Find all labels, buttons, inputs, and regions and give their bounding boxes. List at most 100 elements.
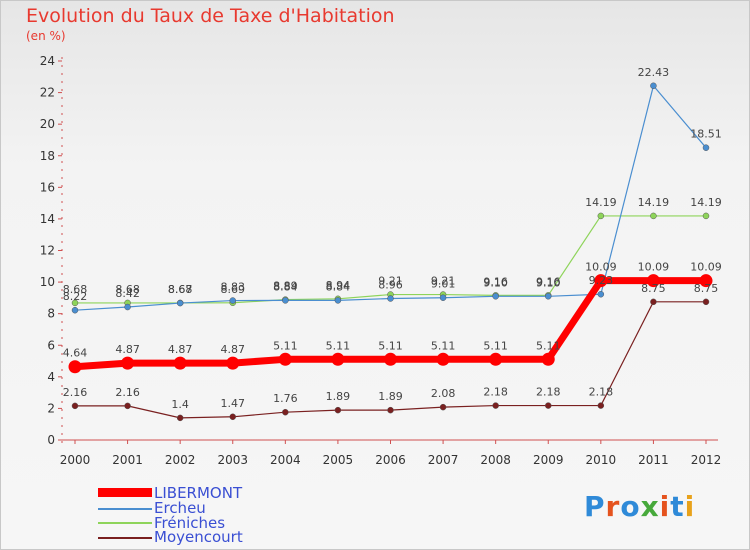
series-point-0: [226, 356, 240, 370]
data-label-3: 1.89: [326, 390, 351, 403]
data-label-2: 8.68: [63, 283, 88, 296]
y-tick-label: 14: [40, 212, 55, 226]
x-tick-label: 2003: [217, 453, 248, 467]
proxiti-logo: Proxiti: [584, 490, 695, 523]
series-point-0: [541, 352, 555, 366]
series-point-3: [229, 413, 236, 421]
data-label-2: 8.89: [273, 280, 298, 293]
data-label-1: 8.22: [63, 290, 88, 303]
data-label-0: 4.64: [63, 347, 88, 360]
data-label-3: 1.4: [171, 398, 189, 411]
x-tick-label: 2009: [533, 453, 564, 467]
data-label-0: 10.09: [638, 261, 670, 274]
series-point-2: [650, 212, 657, 220]
series-point-0: [699, 274, 713, 288]
data-label-2: 14.19: [638, 196, 670, 209]
data-label-2: 9.16: [536, 275, 561, 288]
data-label-3: 2.18: [483, 386, 508, 399]
x-tick-label: 2005: [323, 453, 354, 467]
data-label-3: 8.75: [694, 282, 719, 295]
series-point-0: [278, 352, 292, 366]
x-tick-label: 2001: [112, 453, 143, 467]
x-tick-label: 2008: [480, 453, 511, 467]
y-tick-label: 22: [40, 86, 55, 100]
x-tick-label: 2007: [428, 453, 459, 467]
data-label-1: 8.42: [115, 287, 140, 300]
series-point-0: [436, 352, 450, 366]
series-point-3: [282, 408, 289, 416]
data-label-1: 8.84: [273, 280, 298, 293]
series-point-1: [229, 297, 236, 304]
legend-label-libermont: LIBERMONT: [154, 484, 243, 502]
chart-title: Evolution du Taux de Taxe d'Habitation: [26, 5, 395, 27]
data-label-0: 5.11: [378, 339, 403, 352]
data-label-1: 9.10: [483, 276, 508, 289]
y-tick-label: 18: [40, 149, 55, 163]
data-label-0: 5.11: [431, 339, 456, 352]
series-point-1: [439, 294, 447, 301]
y-tick-label: 24: [40, 54, 55, 68]
series-point-0: [594, 274, 608, 288]
data-label-2: 8.69: [221, 283, 246, 296]
data-label-2: 8.68: [168, 283, 193, 296]
data-label-3: 2.18: [589, 386, 614, 399]
data-label-0: 4.87: [115, 343, 140, 356]
data-label-1: 9.01: [431, 278, 456, 291]
data-label-0: 10.09: [690, 261, 722, 274]
series-point-2: [597, 212, 605, 220]
x-tick-label: 2012: [691, 453, 722, 467]
data-label-3: 2.16: [63, 386, 88, 399]
x-tick-label: 2011: [638, 453, 669, 467]
series-point-1: [702, 144, 710, 151]
y-tick-label: 6: [47, 338, 55, 352]
logo-letter: P: [584, 490, 606, 523]
series-point-3: [387, 406, 394, 414]
legend-label-moyencourt: Moyencourt: [154, 528, 243, 546]
series-point-1: [334, 297, 342, 304]
series-point-3: [71, 402, 79, 410]
data-label-2: 8.68: [115, 283, 140, 296]
series-point-1: [176, 299, 184, 307]
logo-letter: i: [684, 490, 696, 523]
data-label-2: 9.21: [431, 275, 456, 288]
legend-swatch-libermont: [98, 488, 152, 497]
series-point-3: [597, 402, 605, 409]
series-point-1: [282, 297, 289, 304]
series-point-3: [334, 406, 342, 414]
data-label-2: 14.19: [585, 196, 617, 209]
series-point-0: [121, 356, 135, 370]
legend-label-freniches: Fréniches: [154, 514, 226, 532]
data-label-2: 8.94: [326, 279, 351, 292]
data-label-0: 4.87: [168, 343, 193, 356]
y-tick-label: 4: [47, 370, 55, 384]
chart-unit-label: (en %): [26, 29, 66, 43]
y-tick-label: 12: [40, 244, 55, 258]
data-label-0: 4.87: [221, 343, 246, 356]
series-point-0: [489, 352, 503, 366]
logo-letter: t: [670, 490, 685, 523]
series-point-0: [384, 352, 397, 366]
series-point-3: [545, 402, 552, 409]
data-label-3: 8.75: [641, 282, 666, 295]
series-point-3: [124, 402, 131, 410]
data-label-2: 9.21: [378, 275, 403, 288]
data-label-3: 2.18: [536, 386, 561, 399]
data-label-3: 1.47: [221, 397, 246, 410]
series-point-3: [176, 414, 184, 422]
series-point-3: [439, 403, 447, 411]
x-tick-label: 2004: [270, 453, 301, 467]
data-label-3: 2.08: [431, 387, 456, 400]
logo-letter: x: [640, 490, 660, 523]
y-tick-label: 0: [47, 433, 55, 447]
y-tick-label: 20: [40, 117, 55, 131]
series-point-0: [331, 352, 345, 366]
data-label-1: 9.23: [589, 274, 614, 287]
legend-label-ercheu: Ercheu: [154, 499, 206, 517]
series-point-3: [650, 298, 657, 306]
logo-letter: r: [605, 490, 621, 523]
series-point-1: [387, 295, 394, 302]
x-tick-label: 2000: [60, 453, 91, 467]
y-tick-label: 2: [47, 401, 55, 415]
series-point-0: [646, 274, 660, 288]
